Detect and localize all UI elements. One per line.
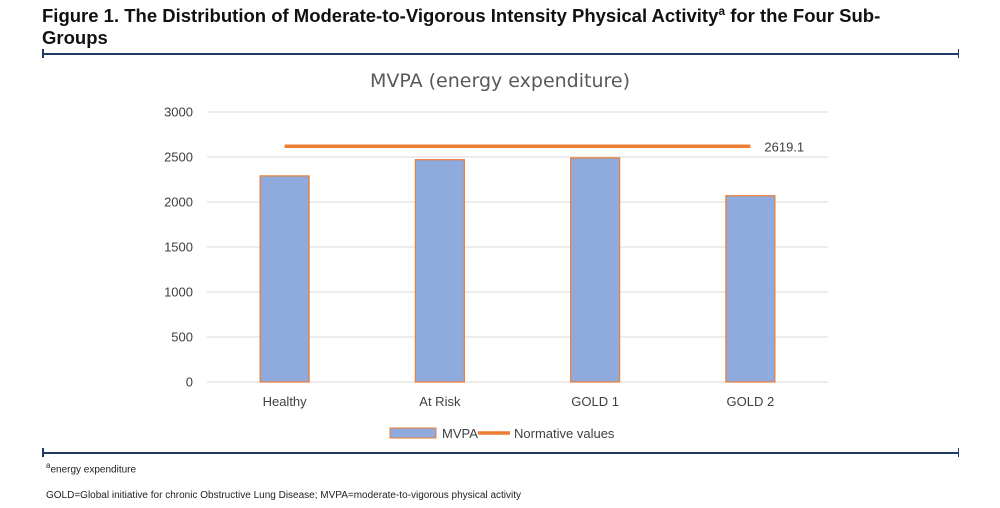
- y-tick-label: 1500: [164, 240, 193, 255]
- footnote-text: energy expenditure: [50, 464, 137, 476]
- y-tick-label: 1000: [164, 285, 193, 300]
- x-tick-label: Healthy: [263, 394, 308, 409]
- chart-title: MVPA (energy expenditure): [370, 70, 630, 92]
- y-tick-label: 2500: [164, 150, 193, 165]
- y-tick-label: 0: [186, 375, 193, 390]
- axis-layer: 0 500 1000 1500 2000 2500 3000 Healthy At Risk GO…: [164, 105, 828, 409]
- bar-layer: [259, 157, 776, 383]
- x-tick-label: At Risk: [419, 394, 461, 409]
- y-tick-label: 3000: [164, 105, 193, 120]
- bar-gold-1: [570, 157, 621, 383]
- legend-label-mvpa: MVPA: [442, 426, 478, 441]
- x-tick-label: GOLD 2: [727, 394, 775, 409]
- x-tick-label: GOLD 1: [571, 394, 619, 409]
- normative-value-label: 2619.1: [764, 139, 804, 154]
- abbreviations-note: GOLD=Global initiative for chronic Obstr…: [46, 490, 522, 501]
- figure-title-superscript: a: [718, 3, 726, 18]
- chart: MVPA (energy expenditure) 0 500 1000 1500 20…: [164, 70, 828, 441]
- figure-title: Figure 1. The Distribution of Moderate-t…: [42, 5, 942, 49]
- footnote: aenergy expenditure: [46, 461, 136, 475]
- y-tick-label: 500: [171, 330, 193, 345]
- legend-swatch-mvpa: [389, 427, 437, 439]
- footnote-marker: a: [46, 461, 51, 470]
- bar-at-risk: [414, 159, 465, 383]
- line-layer: 2619.1: [284, 139, 804, 154]
- legend-label-normative: Normative values: [514, 426, 615, 441]
- figure-title-main: Figure 1. The Distribution of Moderate-t…: [42, 5, 719, 26]
- bar-healthy: [259, 175, 310, 383]
- y-tick-label: 2000: [164, 195, 193, 210]
- legend: MVPA Normative values: [389, 426, 615, 441]
- top-rule: [42, 50, 959, 57]
- bar-gold-2: [725, 195, 776, 383]
- figure-title-end: for the Four Sub-Groups: [42, 5, 881, 48]
- bottom-rule: [42, 449, 959, 456]
